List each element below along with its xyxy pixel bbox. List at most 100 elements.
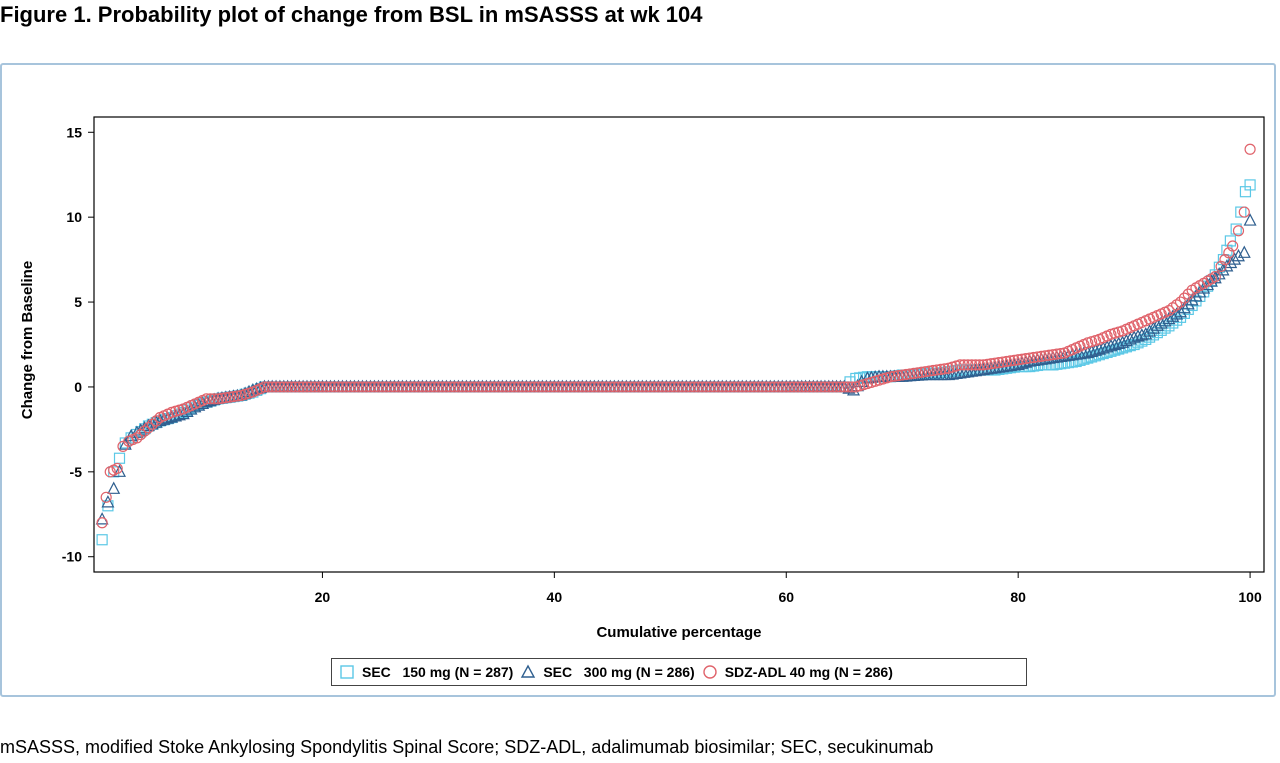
data-point <box>939 363 951 375</box>
data-point <box>444 381 456 393</box>
data-point <box>966 359 978 371</box>
data-point <box>648 381 660 393</box>
data-point <box>640 381 652 393</box>
data-point <box>1112 336 1126 350</box>
data-point <box>1008 354 1020 366</box>
data-point <box>712 381 724 393</box>
circle-marker-icon <box>702 665 717 679</box>
data-point <box>1216 263 1230 276</box>
data-point <box>1228 252 1242 265</box>
data-point <box>752 381 764 393</box>
data-point <box>592 381 604 393</box>
data-point <box>993 357 1005 369</box>
data-point <box>400 381 413 393</box>
data-point <box>1004 355 1017 367</box>
data-point <box>1178 292 1190 304</box>
data-point <box>408 381 420 393</box>
data-point <box>316 381 329 393</box>
data-point <box>540 381 552 393</box>
data-point <box>146 418 158 430</box>
data-point <box>764 381 776 393</box>
data-point <box>556 381 568 393</box>
data-point <box>1237 245 1251 258</box>
data-point <box>596 381 608 393</box>
data-point <box>784 381 796 393</box>
data-point <box>372 381 385 393</box>
data-point <box>923 365 935 377</box>
legend-item-sdz: SDZ-ADL 40 mg (N = 286) <box>695 663 893 681</box>
data-point <box>772 381 784 393</box>
data-point <box>973 359 986 371</box>
data-point <box>484 381 496 393</box>
data-point <box>1055 347 1067 360</box>
data-point <box>520 381 532 393</box>
y-tick-label: 15 <box>66 124 82 140</box>
data-point <box>580 381 592 393</box>
data-point <box>428 381 440 393</box>
data-point <box>1024 352 1036 364</box>
data-point <box>548 381 560 393</box>
data-point <box>436 381 448 393</box>
data-point <box>668 381 680 393</box>
data-point <box>676 381 688 393</box>
figure-footnote: mSASSS, modified Stoke Ankylosing Spondy… <box>0 737 934 757</box>
data-point <box>464 381 476 393</box>
data-point <box>1031 351 1044 363</box>
data-point <box>536 381 548 393</box>
y-tick-label: 0 <box>74 379 82 395</box>
data-point <box>612 381 624 393</box>
data-point <box>1131 329 1145 342</box>
data-point <box>1016 353 1028 365</box>
chart-frame <box>0 63 1276 697</box>
data-point <box>528 381 540 393</box>
data-point <box>604 381 616 393</box>
x-axis-ticks: 20 40 60 80 100 <box>315 572 1262 605</box>
data-point <box>289 381 301 393</box>
data-point <box>320 381 333 393</box>
data-point <box>1035 350 1047 362</box>
data-point <box>1171 314 1183 326</box>
data-point <box>1231 248 1245 262</box>
data-point <box>700 381 712 393</box>
data-point <box>1047 349 1059 361</box>
data-point <box>1051 348 1063 360</box>
data-point <box>488 381 500 393</box>
data-point <box>584 381 596 393</box>
data-point <box>1108 337 1122 351</box>
data-point <box>285 381 298 393</box>
data-point <box>135 428 147 441</box>
data-point <box>1244 179 1256 191</box>
plot-border <box>93 116 1265 573</box>
x-tick-label: 80 <box>1010 589 1026 605</box>
data-point <box>468 381 480 393</box>
data-point <box>684 381 696 393</box>
data-point <box>376 381 389 393</box>
data-point <box>200 393 213 405</box>
data-point <box>1230 223 1242 235</box>
data-point <box>1081 345 1095 359</box>
y-tick-label: 10 <box>66 209 82 225</box>
data-point <box>340 381 353 393</box>
data-point <box>644 381 656 393</box>
data-point <box>830 381 843 393</box>
data-point <box>1235 206 1247 218</box>
data-point <box>776 381 788 393</box>
data-point <box>652 381 664 393</box>
data-point <box>1085 344 1099 357</box>
data-point <box>216 392 228 404</box>
data-point <box>724 381 736 393</box>
data-point <box>150 415 162 427</box>
data-point <box>332 381 345 393</box>
data-point <box>504 381 516 393</box>
data-point <box>796 381 808 393</box>
data-point <box>424 381 436 393</box>
data-point <box>380 381 393 393</box>
data-point <box>204 393 216 405</box>
data-point <box>838 381 850 393</box>
data-point <box>1220 259 1234 272</box>
data-point <box>1182 288 1194 300</box>
data-point <box>989 357 1001 369</box>
data-point <box>564 381 576 393</box>
data-point <box>892 370 904 382</box>
triangle-marker-icon <box>521 664 536 678</box>
